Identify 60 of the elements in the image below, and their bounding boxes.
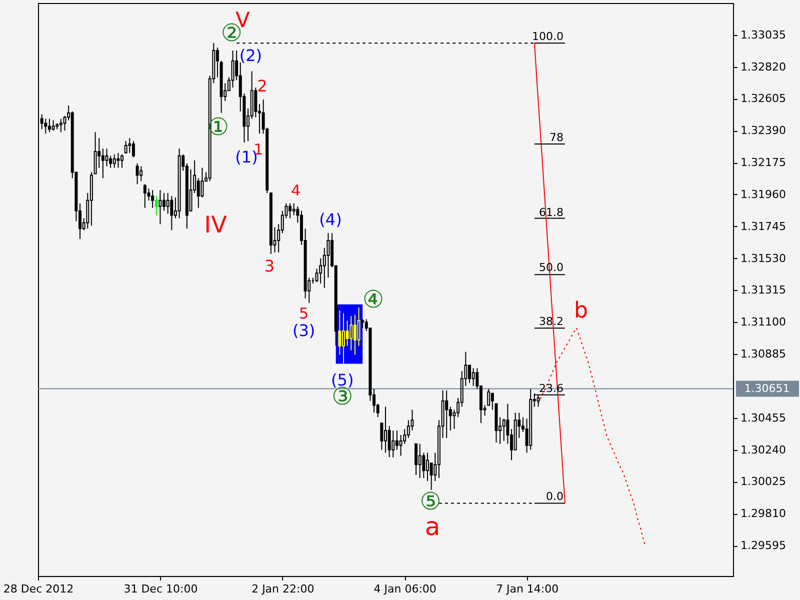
candlestick [101, 148, 104, 179]
y-tick-label: 1.31315 [740, 284, 786, 297]
y-tick-label: 1.32820 [740, 60, 786, 74]
annotation: 4 [290, 181, 301, 200]
y-tick-label: 1.30025 [740, 475, 786, 488]
annotation: 100.0 [532, 30, 564, 43]
candlestick [418, 443, 422, 479]
x-tick-label: 7 Jan 14:00 [496, 582, 559, 596]
y-tick-label: 1.29810 [740, 507, 786, 520]
x-tick-label: 4 Jan 06:00 [374, 582, 436, 596]
candlestick [399, 434, 402, 456]
y-tick-label: 1.31745 [740, 220, 786, 233]
annotation: 78 [549, 131, 564, 144]
y-tick-label: 1.33035 [740, 28, 786, 42]
y-tick-label: 1.30240 [740, 443, 786, 456]
y-tick-label: 1.31530 [740, 252, 786, 265]
y-tick-label: 1.30885 [740, 348, 786, 361]
candlestick [357, 306, 360, 346]
x-tick-label: 28 Dec 2012 [3, 582, 74, 596]
y-tick-label: 1.32605 [740, 92, 786, 106]
candlestick [128, 138, 132, 154]
annotation: b [574, 298, 588, 324]
candlestick [494, 403, 498, 443]
candlestick [514, 412, 517, 450]
x-tick-label: 31 Dec 10:00 [124, 582, 198, 596]
candlestick [269, 192, 272, 254]
annotation: (2) [239, 46, 262, 65]
candlestick [346, 320, 349, 346]
candlestick [353, 314, 356, 356]
x-tick-label: 2 Jan 22:00 [252, 582, 314, 596]
annotation: 3 [264, 256, 275, 276]
candlestick [326, 232, 330, 278]
annotation: IV [204, 212, 228, 238]
candlestick [384, 406, 387, 454]
candlestick [166, 192, 170, 214]
y-tick-label: 1.31100 [740, 316, 786, 329]
annotation: (3) [292, 321, 316, 340]
annotation: (4) [319, 210, 342, 229]
y-tick-label: 1.30455 [740, 411, 786, 424]
candlestick [94, 132, 97, 174]
annotation: 2 [257, 76, 268, 96]
candlestick [342, 312, 345, 364]
annotation: ④ [362, 286, 384, 314]
candlestick [116, 152, 120, 168]
y-tick-label: 1.29595 [740, 539, 786, 552]
annotation: 5 [299, 304, 309, 322]
y-tick-label: 1.32175 [740, 156, 786, 170]
candlestick [231, 50, 234, 88]
candlestick [380, 422, 384, 450]
candlestick [414, 443, 418, 476]
candlestick [445, 390, 448, 438]
candlestick [105, 148, 108, 167]
annotation: 0.0 [546, 490, 564, 503]
candlestick [338, 310, 342, 356]
y-tick-label: 1.32390 [740, 124, 786, 138]
candlestick [350, 316, 353, 351]
candlestick [158, 190, 162, 225]
y-tick-label: 1.31960 [740, 188, 786, 201]
ref-line-label: 1.30651 [744, 382, 790, 395]
candlestick [151, 190, 154, 208]
